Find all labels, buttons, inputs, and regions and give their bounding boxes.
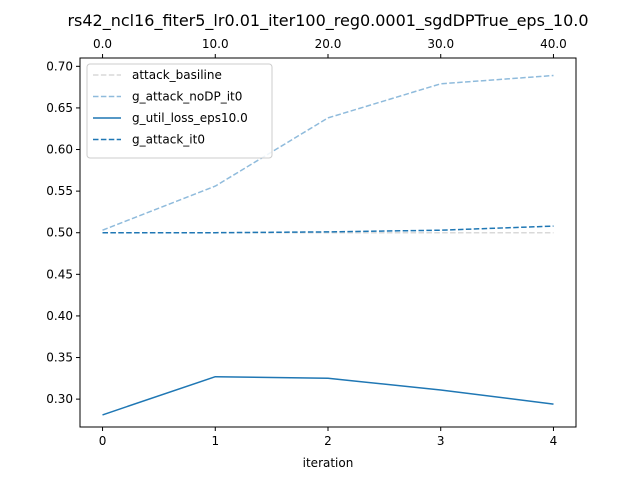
x-axis-label: iteration: [303, 456, 354, 470]
y-tick-label: 0.60: [46, 143, 73, 157]
axes-layer: 0.30 0.35 0.40 0.45 0.50 0.55 0.60 0.65 0.70 0 1 2 3…: [46, 37, 567, 448]
top-x-tick-label: 10.0: [202, 37, 229, 51]
chart-title: rs42_ncl16_fiter5_lr0.01_iter100_reg0.00…: [67, 11, 588, 31]
top-x-tick-label: 40.0: [540, 37, 567, 51]
y-tick-label: 0.30: [46, 392, 73, 406]
legend-label: g_util_loss_eps10.0: [132, 111, 248, 125]
top-x-tick-label: 0.0: [93, 37, 112, 51]
y-tick-label: 0.65: [46, 101, 73, 115]
x-tick-label: 4: [550, 434, 558, 448]
series-layer: [102, 74, 554, 416]
legend-label: attack_basiline: [132, 68, 222, 82]
top-x-tick-label: 20.0: [315, 37, 342, 51]
series-line-3: [102, 225, 554, 234]
series-line-1: [102, 74, 554, 231]
x-tick-label: 3: [437, 434, 445, 448]
y-tick-label: 0.45: [46, 267, 73, 281]
y-tick-label: 0.35: [46, 351, 73, 365]
y-tick-label: 0.50: [46, 226, 73, 240]
x-tick-label: 1: [211, 434, 219, 448]
top-x-tick-label: 30.0: [427, 37, 454, 51]
x-tick-label: 0: [99, 434, 107, 448]
y-tick-label: 0.70: [46, 59, 73, 73]
y-tick-label: 0.40: [46, 309, 73, 323]
legend: attack_basiline g_attack_noDP_it0 g_util_l…: [86, 63, 273, 159]
series-line-2: [102, 375, 554, 416]
legend-label: g_attack_it0: [132, 133, 205, 147]
y-tick-label: 0.55: [46, 184, 73, 198]
legend-box: [86, 63, 273, 159]
legend-label: g_attack_noDP_it0: [132, 90, 242, 104]
x-tick-label: 2: [324, 434, 332, 448]
